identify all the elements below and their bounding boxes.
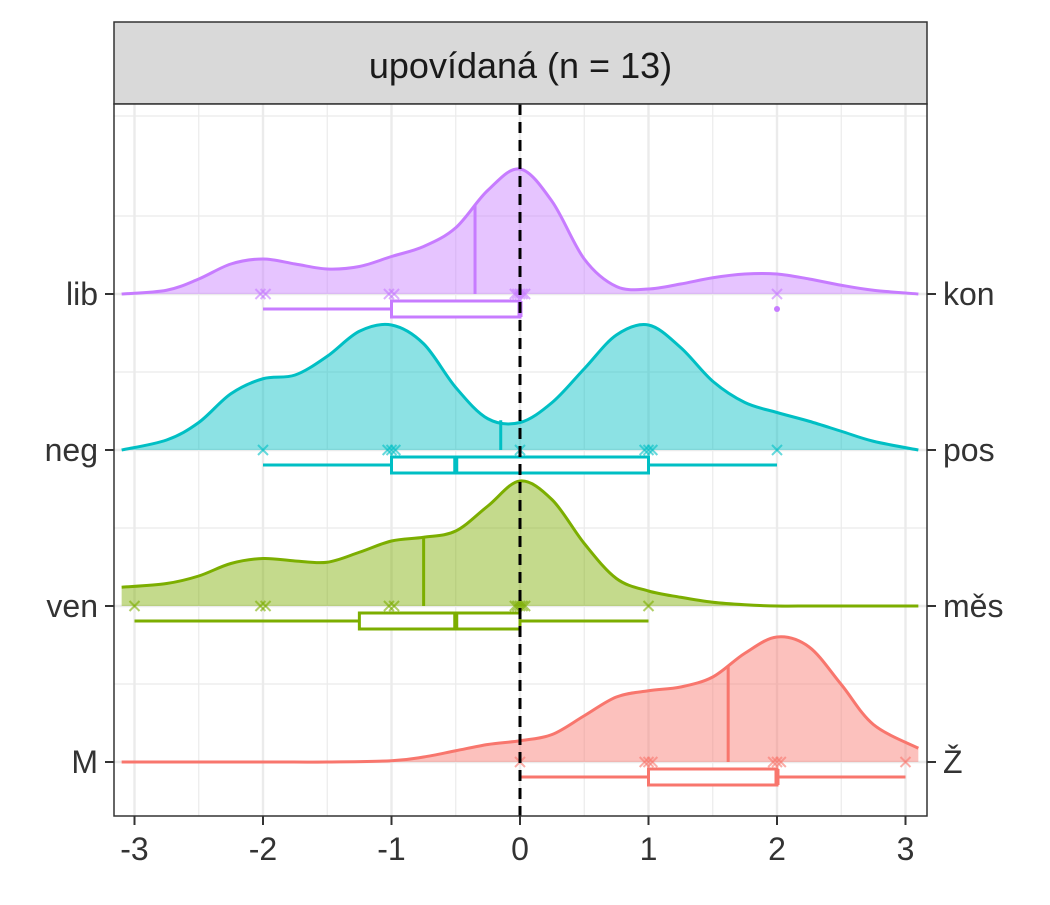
left-label-lib: lib [66, 276, 98, 312]
box-body [357, 611, 522, 631]
right-label-pos: pos [943, 432, 995, 468]
facet-title: upovídaná (n = 13) [369, 45, 672, 86]
data-point [259, 288, 272, 300]
data-point [254, 600, 267, 612]
data-point [642, 756, 655, 768]
data-point [383, 600, 395, 612]
point-stroke [383, 600, 395, 612]
point-stroke [642, 444, 655, 456]
x-tick-label: 1 [640, 831, 658, 867]
data-point [775, 756, 787, 768]
point-stroke [388, 600, 400, 612]
x-tick-label: -1 [377, 831, 405, 867]
data-point [771, 288, 783, 300]
left-label-M: M [71, 744, 98, 780]
density-curve [121, 479, 919, 608]
data-point [771, 756, 783, 768]
data-point [259, 600, 272, 612]
x-tick-label: -2 [249, 831, 277, 867]
point-stroke [771, 756, 783, 768]
right-label-měs: měs [943, 588, 1003, 624]
data-point [646, 444, 659, 456]
data-point [254, 288, 267, 300]
density-area [121, 636, 919, 763]
left-label-ven: ven [46, 588, 98, 624]
x-tick-label: 2 [768, 831, 786, 867]
point-stroke [646, 444, 659, 456]
point-stroke [642, 600, 655, 612]
right-label-Ž: Ž [943, 744, 963, 780]
point-stroke [259, 600, 272, 612]
data-point [642, 444, 655, 456]
data-point [642, 600, 655, 612]
box-outlier [774, 306, 780, 312]
point-stroke [383, 288, 395, 300]
point-stroke [128, 600, 141, 612]
point-stroke [899, 756, 912, 768]
point-stroke [514, 600, 526, 612]
point-stroke [389, 444, 402, 456]
point-stroke [516, 288, 529, 300]
data-point [646, 756, 659, 768]
box-body [390, 299, 522, 319]
data-point [388, 600, 400, 612]
right-axis: kon pos měs Ž [927, 276, 1003, 780]
left-label-neg: neg [45, 432, 98, 468]
density-curve [121, 322, 919, 452]
data-point [771, 444, 783, 456]
x-tick-label: 0 [511, 831, 529, 867]
point-stroke [257, 444, 269, 456]
point-stroke [519, 600, 531, 612]
data-point [389, 444, 402, 456]
x-tick-label: 3 [897, 831, 915, 867]
data-point [383, 288, 395, 300]
strip-background [113, 21, 928, 105]
data-point [128, 600, 141, 612]
point-stroke [771, 444, 783, 456]
point-stroke [519, 288, 531, 300]
data-point [514, 600, 526, 612]
data-point [519, 600, 531, 612]
point-stroke [775, 756, 787, 768]
density-curve [121, 167, 919, 296]
point-stroke [254, 600, 267, 612]
left-axis: lib neg ven M [45, 276, 114, 780]
point-stroke [254, 288, 267, 300]
density-area [121, 324, 919, 450]
point-stroke [771, 288, 783, 300]
point-stroke [646, 756, 659, 768]
point-stroke [388, 288, 400, 300]
data-point [519, 288, 531, 300]
point-stroke [259, 288, 272, 300]
data-point [385, 444, 398, 456]
point-stroke [642, 756, 655, 768]
data-point [388, 288, 400, 300]
x-tick-label: -3 [120, 831, 148, 867]
data-point [257, 444, 269, 456]
x-axis: -3 -2 -1 0 1 2 3 [120, 816, 914, 867]
density-curve [121, 635, 920, 764]
right-label-kon: kon [943, 276, 995, 312]
point-stroke [385, 444, 398, 456]
box-body [647, 767, 779, 787]
data-point [899, 756, 912, 768]
